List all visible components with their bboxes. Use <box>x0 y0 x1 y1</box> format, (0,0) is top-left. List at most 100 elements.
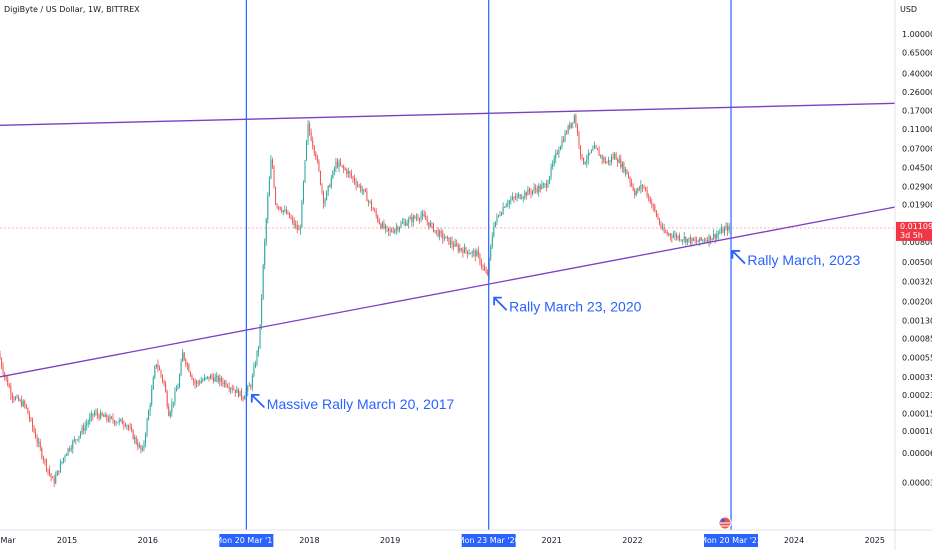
candle-body <box>615 154 617 160</box>
candle-body <box>148 411 150 421</box>
candle-body <box>323 191 325 204</box>
candle-body <box>556 153 558 154</box>
candle-body <box>623 163 625 172</box>
candle-body <box>58 470 60 473</box>
candle-body <box>575 115 577 127</box>
candle-body <box>688 237 690 239</box>
candle-body <box>237 389 239 397</box>
candle-body <box>553 157 555 164</box>
candle-body <box>676 234 678 238</box>
candle-body <box>624 169 626 172</box>
candle-body <box>423 213 425 217</box>
candle-body <box>603 158 605 160</box>
candle-body <box>166 392 168 407</box>
candle-body <box>474 251 476 257</box>
candle-body <box>651 203 653 205</box>
candle-body <box>394 229 396 233</box>
candle-body <box>621 163 623 168</box>
candle-body <box>240 390 242 398</box>
candle-body <box>179 375 181 387</box>
price-axis[interactable]: 1.00000 0.65000 0.40000 0.26000 0.17000 0.110… <box>902 30 932 488</box>
candle-body <box>406 223 408 226</box>
candle-body <box>132 430 134 439</box>
candle-body <box>700 237 702 240</box>
candle-body <box>725 226 727 229</box>
trendline-upper[interactable] <box>0 102 896 126</box>
candle-body <box>361 190 363 192</box>
candle-body <box>7 378 9 386</box>
candle-body <box>131 427 133 431</box>
candle-body <box>354 178 356 183</box>
candle-body <box>628 174 630 178</box>
candle-body <box>532 190 534 194</box>
date-tag-bg <box>461 534 516 547</box>
candle-body <box>293 220 295 226</box>
candle-body <box>713 233 715 239</box>
candle-body <box>340 162 342 166</box>
candle-body <box>329 185 331 187</box>
candle-body <box>645 187 647 190</box>
candle-body <box>484 266 486 271</box>
candle-body <box>618 159 620 163</box>
candle-body <box>411 217 413 223</box>
candle-body <box>333 168 335 171</box>
candle-body <box>117 422 119 424</box>
annotation-arrow-icon <box>731 250 746 264</box>
candle-body <box>699 237 701 242</box>
date-tag-bg <box>704 534 759 547</box>
time-axis[interactable]: Mon 20 Mar '17 Mon 23 Mar '20 Mon 20 Mar '… <box>0 534 885 547</box>
x-tick-label: 2021 <box>542 536 562 545</box>
plot-area[interactable] <box>0 0 896 530</box>
candle-body <box>414 216 416 219</box>
date-tag-bg <box>219 534 274 547</box>
candle-body <box>56 470 58 476</box>
candle-body <box>217 376 219 382</box>
candle-body <box>193 379 195 382</box>
candle-body <box>680 239 682 241</box>
candle-body <box>637 188 639 192</box>
y-tick-label: 0.40000 <box>902 69 932 78</box>
candle-body <box>369 201 371 203</box>
x-tick-label: 2015 <box>57 536 77 545</box>
candle-body <box>485 270 487 274</box>
candle-body <box>589 152 591 154</box>
candle-body <box>287 212 289 214</box>
candle-body <box>685 237 687 243</box>
candle-body <box>660 223 662 228</box>
candle-body <box>86 423 88 426</box>
candle-body <box>525 192 527 196</box>
us-flag-icon[interactable] <box>718 516 732 530</box>
candle-body <box>2 366 4 374</box>
candle-body <box>443 238 445 240</box>
candle-body <box>332 170 334 179</box>
candle-body <box>296 224 298 230</box>
candle-body <box>476 250 478 257</box>
candle-body <box>607 160 609 163</box>
candle-body <box>11 394 13 399</box>
candle-body <box>428 222 430 227</box>
candle-body <box>545 183 547 188</box>
candle-body <box>547 182 549 188</box>
candle-body <box>439 231 441 237</box>
candle-body <box>160 370 162 376</box>
candle-body <box>580 145 582 155</box>
candle-body <box>109 416 111 421</box>
trendline-lower[interactable] <box>0 206 896 378</box>
candle-body <box>401 222 403 224</box>
candle-body <box>312 140 314 146</box>
candle-body <box>143 442 145 449</box>
candle-body <box>697 241 699 243</box>
candle-body <box>419 218 421 220</box>
candle-body <box>264 241 266 265</box>
candle-body <box>172 401 174 404</box>
y-tick-label: 0.00200 <box>902 298 932 307</box>
candle-body <box>493 226 495 237</box>
candle-body <box>67 448 69 454</box>
candle-body <box>276 204 278 207</box>
candle-body <box>72 441 74 449</box>
candle-body <box>259 324 261 348</box>
candle-body <box>290 217 292 219</box>
candle-body <box>666 232 668 234</box>
